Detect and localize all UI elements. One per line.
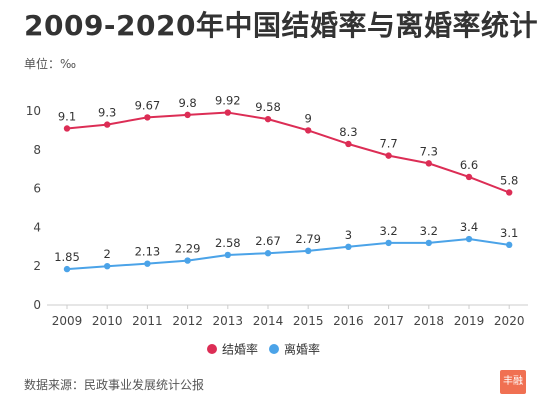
- data-label: 9: [305, 111, 312, 125]
- series-layer: [63, 109, 513, 273]
- data-label: 9.3: [98, 106, 116, 120]
- data-label: 1.85: [54, 250, 80, 264]
- series-line-0: [66, 111, 510, 194]
- data-point[interactable]: [264, 250, 272, 257]
- y-tick-label: 2: [33, 259, 41, 273]
- data-point[interactable]: [345, 140, 352, 148]
- x-tick-label: 2016: [333, 314, 364, 328]
- data-point[interactable]: [305, 247, 312, 255]
- data-point[interactable]: [144, 114, 151, 121]
- y-tick-label: 10: [26, 104, 41, 118]
- brand-logo: 丰融: [500, 370, 526, 394]
- y-tick-label: 4: [33, 220, 41, 234]
- data-label: 9.67: [135, 98, 161, 112]
- y-tick-label: 6: [33, 182, 41, 196]
- legend-marker: [269, 344, 279, 354]
- data-point[interactable]: [104, 121, 111, 128]
- x-tick-label: 2011: [132, 314, 163, 328]
- data-label: 9.58: [255, 100, 281, 114]
- data-point[interactable]: [224, 109, 231, 116]
- data-label: 9.92: [215, 94, 241, 108]
- data-label: 3.2: [420, 224, 438, 238]
- legend-label[interactable]: 离婚率: [284, 342, 320, 357]
- data-point[interactable]: [425, 239, 432, 247]
- data-point[interactable]: [425, 160, 432, 167]
- data-label: 2.13: [135, 245, 161, 259]
- data-label-layer: 9.1 9.3 9.67 9.8 9.92 9.58 9 8.3 7.7 7.3 6.6 5.8 1.8…: [54, 94, 518, 265]
- data-point[interactable]: [63, 265, 71, 273]
- x-tick-label: 2010: [92, 314, 123, 328]
- data-point[interactable]: [264, 115, 272, 123]
- data-label: 3.2: [379, 224, 397, 238]
- y-tick-label: 0: [33, 298, 41, 312]
- data-point[interactable]: [506, 189, 513, 196]
- axis-layer: 0 2 4 6 8 10 2009 2010 2011 2012 2013 2014 2015 2016 2…: [26, 104, 528, 328]
- data-source-note: 数据来源：民政事业发展统计公报: [24, 378, 205, 392]
- data-label: 9.1: [58, 109, 76, 123]
- legend-label[interactable]: 结婚率: [222, 342, 258, 357]
- data-label: 9.8: [178, 96, 196, 110]
- x-tick-label: 2017: [373, 314, 404, 328]
- data-point[interactable]: [184, 257, 191, 264]
- data-label: 8.3: [339, 125, 357, 139]
- series-line-1: [66, 238, 510, 271]
- data-label: 6.6: [460, 158, 478, 172]
- x-tick-label: 2015: [293, 314, 324, 328]
- x-tick-label: 2014: [253, 314, 284, 328]
- data-label: 5.8: [500, 173, 518, 187]
- legend-marker: [207, 344, 217, 354]
- x-tick-label: 2020: [494, 314, 525, 328]
- page-title: 2009-2020年中国结婚率与离婚率统计: [24, 9, 538, 42]
- data-point[interactable]: [385, 239, 392, 247]
- data-label: 2.58: [215, 236, 241, 250]
- data-point[interactable]: [506, 241, 513, 249]
- data-point[interactable]: [385, 152, 392, 159]
- x-tick-label: 2013: [213, 314, 244, 328]
- x-tick-label: 2018: [414, 314, 445, 328]
- x-tick-label: 2012: [172, 314, 203, 328]
- data-point[interactable]: [63, 125, 71, 132]
- x-tick-label: 2009: [52, 314, 83, 328]
- data-point[interactable]: [104, 263, 111, 270]
- data-label: 2: [104, 247, 111, 261]
- data-label: 3: [345, 228, 352, 242]
- y-tick-label: 8: [33, 143, 41, 157]
- data-point[interactable]: [184, 111, 191, 119]
- data-label: 7.3: [420, 144, 438, 158]
- data-point[interactable]: [345, 243, 352, 250]
- legend[interactable]: 结婚率 离婚率: [207, 342, 320, 357]
- data-label: 3.4: [460, 220, 478, 234]
- data-label: 2.29: [175, 242, 201, 256]
- data-point[interactable]: [144, 260, 151, 267]
- data-point[interactable]: [465, 235, 473, 243]
- data-label: 3.1: [500, 226, 518, 240]
- data-point[interactable]: [305, 127, 312, 134]
- data-label: 7.7: [379, 137, 397, 151]
- data-label: 2.67: [255, 234, 281, 248]
- data-point[interactable]: [465, 173, 473, 181]
- data-label: 2.79: [295, 232, 321, 246]
- data-point[interactable]: [224, 251, 231, 259]
- unit-label: 单位：‰: [24, 57, 77, 71]
- x-tick-label: 2019: [454, 314, 485, 328]
